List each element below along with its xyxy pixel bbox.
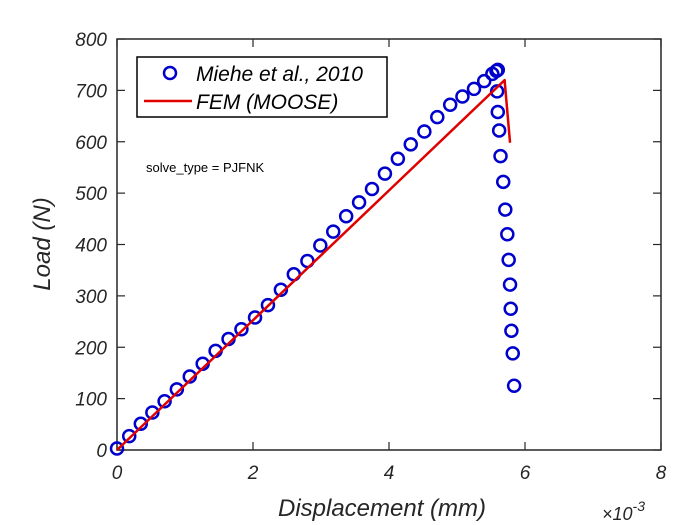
fem-line (116, 78, 512, 451)
data-point (493, 148, 508, 164)
x-axis-ticks: 0 2 4 6 8 (112, 39, 667, 484)
y-tick-label: 700 (75, 81, 107, 102)
data-point (491, 123, 507, 138)
data-point (442, 97, 458, 113)
x-tick-label: 6 (520, 463, 531, 484)
x-tick-label: 8 (656, 463, 667, 484)
data-point (273, 282, 289, 297)
y-tick-label: 500 (75, 184, 107, 205)
data-point (455, 89, 470, 104)
y-tick-label: 300 (75, 287, 107, 308)
data-point (403, 137, 419, 152)
y-tick-label: 400 (75, 236, 107, 257)
data-point (133, 416, 149, 432)
data-point (466, 81, 482, 97)
data-point (145, 405, 160, 420)
y-tick-label: 0 (96, 441, 107, 462)
x-axis-multiplier: ×10-3 (602, 498, 645, 524)
y-axis-label: Load (N) (29, 197, 56, 290)
data-point (490, 104, 506, 120)
data-point (234, 322, 249, 337)
data-point (490, 62, 506, 78)
data-point (495, 174, 511, 190)
legend-label-fem: FEM (MOOSE) (196, 91, 338, 114)
legend-box (136, 56, 388, 118)
data-point (476, 73, 492, 89)
x-axis-label: Displacement (mm) (278, 495, 486, 522)
data-point (377, 166, 393, 181)
data-point (260, 297, 276, 313)
y-tick-label: 200 (74, 338, 107, 359)
data-point (502, 277, 518, 292)
data-point (417, 124, 432, 139)
data-point (157, 393, 172, 409)
legend-marker-miehe (162, 65, 178, 81)
data-point (351, 195, 367, 210)
legend: Miehe et al., 2010 FEM (MOOSE) (136, 56, 388, 118)
data-point (338, 208, 354, 224)
data-point (325, 224, 341, 239)
y-tick-label: 100 (75, 390, 107, 411)
y-tick-label: 600 (75, 133, 107, 154)
data-point (505, 346, 521, 361)
x-tick-label: 4 (384, 463, 395, 484)
data-point (506, 378, 522, 394)
data-point (498, 202, 513, 217)
data-point (390, 151, 406, 166)
data-point (247, 310, 263, 325)
x-tick-label: 0 (112, 463, 123, 484)
data-point (109, 441, 125, 456)
y-tick-label: 800 (75, 30, 107, 51)
data-point (503, 301, 518, 316)
data-point (121, 428, 137, 444)
data-point (500, 226, 515, 242)
annotation-solve-type: solve_type = PJFNK (146, 160, 264, 175)
data-point (430, 109, 445, 125)
data-point (169, 382, 185, 397)
series-fem-line (116, 78, 512, 451)
data-point (501, 252, 516, 268)
x-tick-label: 2 (247, 463, 259, 484)
legend-label-miehe: Miehe et al., 2010 (196, 63, 363, 86)
data-point (364, 181, 380, 197)
data-point (504, 323, 519, 339)
y-axis-ticks: 0 100 200 300 400 500 600 700 800 (74, 30, 661, 462)
data-point (313, 238, 328, 253)
